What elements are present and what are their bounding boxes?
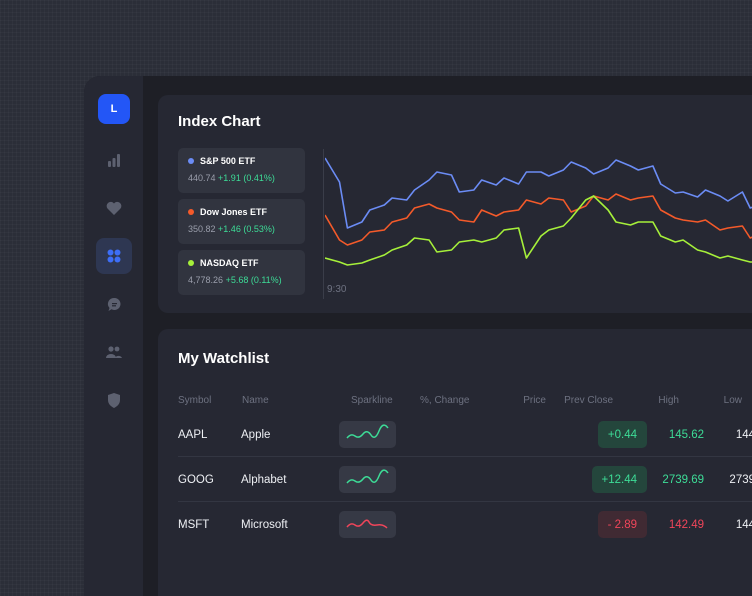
shield-icon[interactable]	[96, 382, 132, 418]
series-line-nasdaq-etf	[325, 195, 752, 266]
symbol: AAPL	[178, 428, 208, 441]
index-chart-title: Index Chart	[178, 113, 261, 130]
legend-item[interactable]: NASDAQ ETF 4,778.26 +5.68 (0.11%)	[178, 250, 305, 295]
legend-dot-icon	[188, 209, 194, 215]
table-row[interactable]: AAPL Apple +0.44 145.62 144.98 144.98 14…	[178, 413, 752, 457]
change-badge: - 2.89	[597, 511, 647, 538]
series-line-s-p-500-etf	[325, 157, 752, 229]
legend-change: +1.91 (0.41%)	[218, 173, 275, 183]
sidebar: L	[84, 76, 143, 596]
table-row[interactable]: GOOG Alphabet +12.44 2739.69 2739.69 273…	[178, 458, 752, 502]
symbol: GOOG	[178, 473, 214, 486]
col-symbol[interactable]: Symbol	[178, 395, 212, 406]
legend-value: 440.74	[188, 173, 216, 183]
watchlist-card: My Watchlist Symbol Name Sparkline %, Ch…	[158, 329, 752, 596]
index-chart-card: Index Chart S&P 500 ETF 440.74 +1.91 (0.…	[158, 95, 752, 313]
prev-close: 144.98	[735, 519, 752, 531]
legend-item[interactable]: S&P 500 ETF 440.74 +1.91 (0.41%)	[178, 148, 305, 193]
grid-icon[interactable]	[96, 238, 132, 274]
logo[interactable]: L	[98, 94, 130, 124]
logo-letter: L	[110, 103, 118, 115]
legend-name: NASDAQ ETF	[200, 258, 259, 268]
col-high[interactable]: High	[658, 395, 679, 406]
heart-icon[interactable]	[96, 190, 132, 226]
legend-item[interactable]: Dow Jones ETF 350.82 +1.46 (0.53%)	[178, 199, 305, 244]
chart-axis	[323, 149, 324, 299]
name: Alphabet	[241, 473, 287, 486]
symbol: MSFT	[178, 519, 210, 531]
sparkline	[339, 421, 396, 448]
legend-value: 350.82	[188, 224, 216, 234]
change-badge: +12.44	[591, 466, 647, 493]
prev-close: 2739.69	[729, 473, 752, 486]
price: 145.62	[668, 428, 704, 441]
col-prev-close[interactable]: Prev Close	[564, 395, 613, 406]
name: Apple	[241, 428, 271, 441]
sparkline	[339, 466, 396, 493]
col-low[interactable]: Low	[723, 395, 742, 406]
col-name[interactable]: Name	[242, 395, 269, 406]
legend-name: Dow Jones ETF	[200, 207, 268, 217]
legend-name: S&P 500 ETF	[200, 156, 256, 166]
users-icon[interactable]	[96, 334, 132, 370]
price: 2739.69	[662, 473, 704, 486]
price: 142.49	[668, 519, 704, 531]
chart-icon[interactable]	[96, 142, 132, 178]
legend-change: +1.46 (0.53%)	[218, 224, 275, 234]
legend-dot-icon	[188, 260, 194, 266]
col-sparkline[interactable]: Sparkline	[351, 395, 393, 406]
series-line-dow-jones-etf	[325, 193, 752, 246]
name: Microsoft	[241, 519, 288, 531]
table-row[interactable]: MSFT Microsoft - 2.89 142.49 144.98 144.…	[178, 503, 752, 547]
legend-change: +5.68 (0.11%)	[225, 275, 282, 285]
chat-icon[interactable]	[96, 286, 132, 322]
prev-close: 144.98	[735, 428, 752, 441]
col-price[interactable]: Price	[523, 395, 546, 406]
watchlist-title: My Watchlist	[178, 350, 270, 367]
time-label: 9:30	[327, 284, 347, 295]
app-window: L Index Chart S&P 500 ETF 440.74 +1.91 (…	[84, 76, 752, 596]
legend-value: 4,778.26	[188, 275, 224, 285]
index-line-chart[interactable]	[325, 150, 752, 290]
sparkline	[339, 511, 396, 538]
legend-dot-icon	[188, 158, 194, 164]
col-change[interactable]: %, Change	[420, 395, 470, 406]
change-badge: +0.44	[597, 421, 647, 448]
